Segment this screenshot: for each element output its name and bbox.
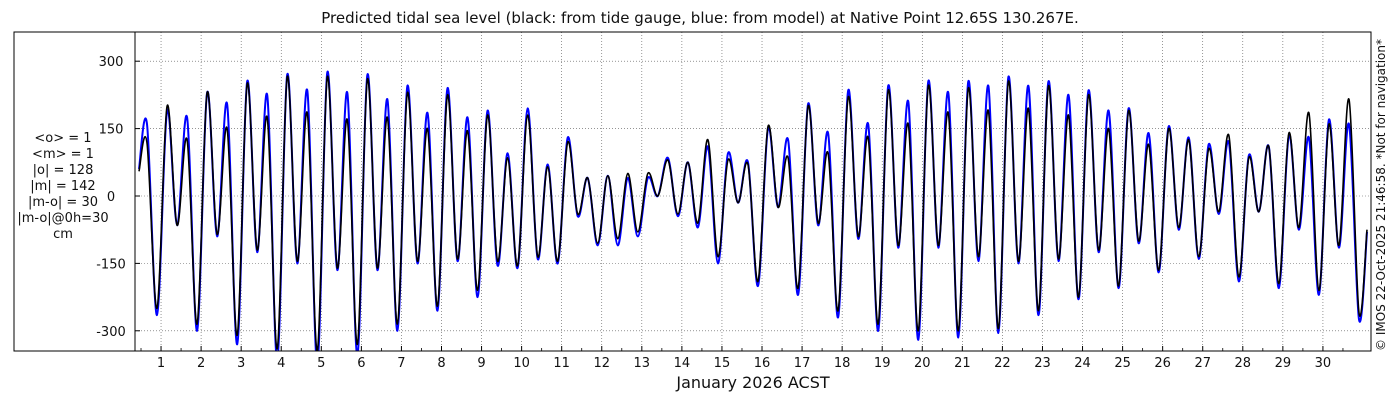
stat-observed-mean: <o> = 1 — [34, 131, 92, 146]
x-tick-label-22: 22 — [994, 356, 1011, 371]
x-axis-label: January 2026 ACST — [676, 373, 830, 392]
y-tick-label-0: 0 — [107, 190, 115, 205]
statistics-panel: <o> = 1 <m> = 1 |o| = 128 |m| = 142 |m-o… — [4, 131, 122, 243]
x-tick-label-5: 5 — [317, 356, 325, 371]
x-tick-label-24: 24 — [1074, 356, 1091, 371]
x-tick-label-16: 16 — [754, 356, 771, 371]
x-tick-label-6: 6 — [357, 356, 365, 371]
x-tick-label-2: 2 — [197, 356, 205, 371]
x-tick-label-25: 25 — [1114, 356, 1131, 371]
x-tick-label-9: 9 — [477, 356, 485, 371]
axis-ticks: 1 2 3 4 5 6 7 8 9 10 11 12 13 14 15 16 17 18 19 20 21 22 23 24 2… — [96, 55, 1344, 371]
x-tick-label-18: 18 — [834, 356, 851, 371]
x-tick-label-19: 19 — [874, 356, 891, 371]
x-tick-label-27: 27 — [1194, 356, 1211, 371]
stat-observed-abs: |o| = 128 — [32, 163, 94, 178]
x-tick-label-26: 26 — [1154, 356, 1171, 371]
x-tick-label-17: 17 — [794, 356, 811, 371]
stat-diff-abs-0h: |m-o|@0h=30 — [17, 211, 109, 226]
x-tick-label-11: 11 — [553, 356, 570, 371]
x-tick-label-15: 15 — [714, 356, 731, 371]
observed-series-line — [138, 75, 1368, 351]
stat-unit: cm — [53, 227, 73, 242]
x-tick-label-30: 30 — [1315, 356, 1332, 371]
y-tick-label--150: -150 — [96, 257, 126, 272]
series-lines — [138, 70, 1368, 351]
stat-model-abs: |m| = 142 — [30, 179, 96, 194]
x-tick-label-13: 13 — [634, 356, 651, 371]
x-tick-label-4: 4 — [277, 356, 285, 371]
x-tick-label-3: 3 — [237, 356, 245, 371]
y-tick-label--300: -300 — [96, 325, 126, 340]
stat-diff-abs: |m-o| = 30 — [27, 195, 98, 210]
x-tick-label-23: 23 — [1034, 356, 1051, 371]
y-tick-label-150: 150 — [99, 123, 124, 138]
x-tick-label-21: 21 — [954, 356, 971, 371]
chart-title: Predicted tidal sea level (black: from t… — [321, 9, 1079, 27]
x-tick-label-20: 20 — [914, 356, 931, 371]
copyright-notice: © IMOS 22-Oct-2025 21:46:58. *Not for na… — [1374, 39, 1388, 351]
plot-frame — [13, 31, 1372, 352]
stat-model-mean: <m> = 1 — [32, 147, 94, 162]
x-tick-label-7: 7 — [397, 356, 405, 371]
x-tick-label-29: 29 — [1275, 356, 1292, 371]
x-tick-label-14: 14 — [674, 356, 691, 371]
x-tick-label-8: 8 — [437, 356, 445, 371]
x-tick-label-1: 1 — [157, 356, 165, 371]
x-tick-label-10: 10 — [513, 356, 530, 371]
y-tick-label-300: 300 — [99, 55, 124, 70]
x-tick-label-12: 12 — [593, 356, 610, 371]
x-tick-label-28: 28 — [1235, 356, 1252, 371]
